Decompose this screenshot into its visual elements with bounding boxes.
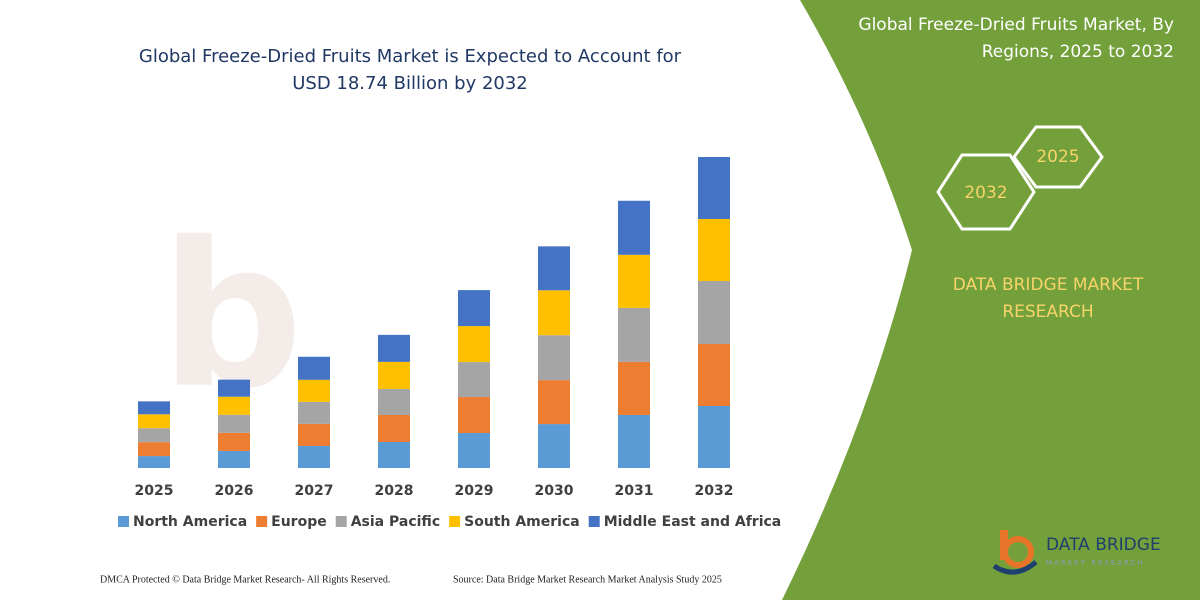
- bar-segment: [458, 397, 490, 434]
- x-tick-label: 2031: [615, 483, 654, 499]
- bar-segment: [138, 414, 170, 429]
- legend-swatch: [588, 516, 600, 527]
- plot: 2025 2026 2027 2028 2029 2030 2031 2032 North Am…: [118, 157, 781, 530]
- bar-segment: [458, 290, 490, 327]
- hexagon: [1012, 125, 1104, 189]
- bar-segment: [698, 405, 730, 468]
- bar-segment: [698, 343, 730, 406]
- bar-segment: [218, 450, 250, 468]
- bar-segment: [218, 432, 250, 451]
- bar-segment: [298, 423, 330, 446]
- bar-segment: [698, 281, 730, 344]
- bar-segment: [538, 424, 570, 468]
- footer-note: DMCA Protected © Data Bridge Market Rese…: [100, 574, 390, 585]
- bar-segment: [458, 433, 490, 468]
- bar-segment: [378, 334, 410, 362]
- hexagon-label: 2025: [1036, 147, 1079, 167]
- legend-swatch: [449, 516, 461, 527]
- chart-title: USD 18.74 Billion by 2032: [292, 73, 528, 94]
- legend-label: Middle East and Africa: [604, 514, 782, 530]
- panel-title: Regions, 2025 to 2032: [982, 42, 1174, 62]
- panel-title: Global Freeze-Dried Fruits Market, By: [858, 15, 1174, 35]
- bar-segment: [618, 307, 650, 362]
- x-tick-label: 2030: [535, 483, 574, 499]
- bar-segment: [618, 254, 650, 308]
- side-panel: [782, 0, 1200, 600]
- x-tick-label: 2028: [375, 483, 414, 499]
- bar-segment: [458, 362, 490, 398]
- legend-label: North America: [133, 514, 247, 530]
- x-tick-label: 2032: [695, 483, 734, 499]
- bar-segment: [138, 456, 170, 468]
- bar-segment: [138, 428, 170, 443]
- bar-segment: [538, 290, 570, 336]
- bar-segment: [378, 388, 410, 415]
- bar-segment: [138, 442, 170, 457]
- x-tick-label: 2027: [295, 483, 334, 499]
- legend-label: South America: [464, 514, 580, 530]
- bar-segment: [298, 356, 330, 380]
- bar-segment: [218, 414, 250, 433]
- bar-segment: [378, 414, 410, 442]
- bar-segment: [378, 361, 410, 389]
- bar-segment: [218, 396, 250, 415]
- legend-swatch: [335, 516, 347, 527]
- bar-segment: [378, 441, 410, 468]
- logo-icon: [992, 530, 1038, 575]
- bar-segment: [538, 380, 570, 425]
- logo-tagline: MARKET RESEARCH: [1046, 559, 1145, 567]
- legend-swatch: [118, 516, 129, 527]
- legend-label: Europe: [271, 514, 327, 530]
- x-tick-label: 2026: [215, 483, 254, 499]
- hexagon: [936, 153, 1036, 231]
- chart-title: Global Freeze-Dried Fruits Market is Exp…: [139, 46, 682, 67]
- legend-label: Asia Pacific: [351, 514, 440, 530]
- bar-segment: [298, 379, 330, 402]
- bar-segment: [298, 445, 330, 468]
- logo-text: DATA BRIDGE: [1046, 535, 1161, 555]
- bar-segment: [538, 335, 570, 381]
- bar-segment: [618, 361, 650, 415]
- footer-source: Source: Data Bridge Market Research Mark…: [453, 574, 722, 585]
- legend-swatch: [256, 516, 268, 527]
- bar-segment: [618, 200, 650, 255]
- bar-segment: [218, 379, 250, 397]
- x-tick-label: 2029: [455, 483, 494, 499]
- bar-segment: [138, 401, 170, 415]
- bar-segment: [698, 157, 730, 220]
- bar-segment: [698, 219, 730, 282]
- bar-segment: [618, 414, 650, 468]
- brand-text: DATA BRIDGE MARKET: [953, 275, 1144, 295]
- brand-text: RESEARCH: [1002, 302, 1093, 322]
- bar-segment: [538, 246, 570, 291]
- bar-segment: [458, 326, 490, 363]
- x-tick-label: 2025: [135, 483, 174, 499]
- hexagon-label: 2032: [964, 183, 1007, 203]
- bar-segment: [298, 401, 330, 424]
